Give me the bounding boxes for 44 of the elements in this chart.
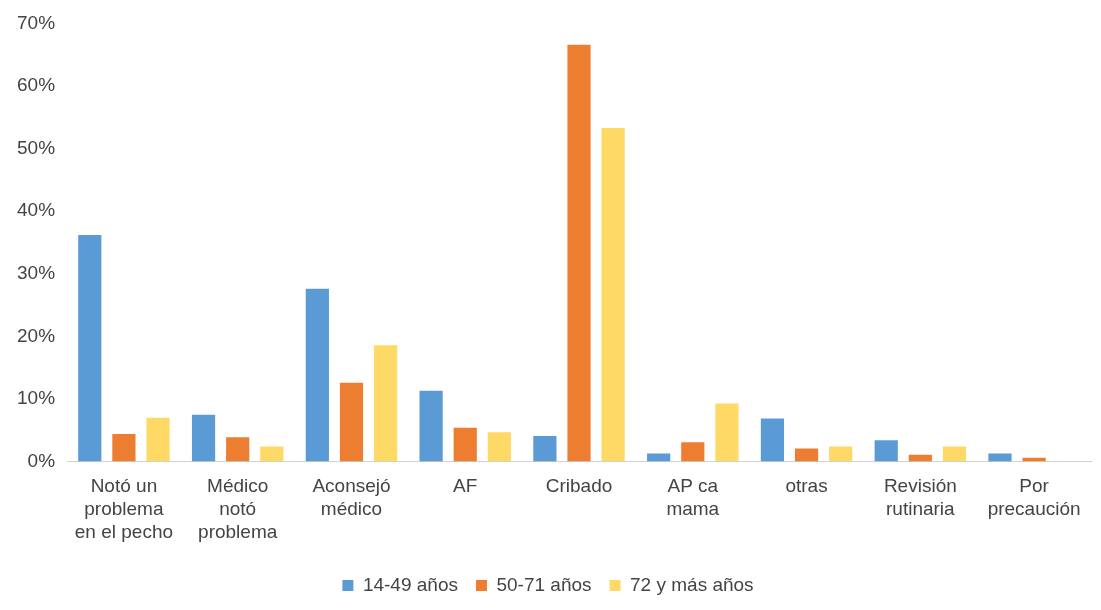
y-tick-label: 70% — [17, 11, 56, 33]
bar — [794, 448, 819, 462]
bar — [226, 437, 250, 462]
bar — [601, 127, 625, 462]
bar — [829, 446, 853, 462]
bar — [146, 417, 170, 462]
y-tick-label: 60% — [17, 74, 56, 96]
bar — [78, 234, 102, 462]
bar — [942, 446, 967, 462]
legend-label: 72 y más años — [630, 573, 754, 595]
bar — [715, 403, 739, 462]
y-tick-label: 10% — [17, 387, 56, 409]
x-tick-label: otras — [785, 475, 828, 497]
legend-label: 14-49 años — [362, 573, 458, 595]
x-tick-label: Por precaución — [987, 475, 1081, 520]
y-tick-label: 0% — [27, 449, 56, 471]
x-tick-label: AP ca mama — [666, 475, 720, 520]
bar — [373, 345, 398, 462]
x-tick-label: AF — [453, 475, 478, 497]
x-tick-label: Médico notó problema — [198, 475, 278, 542]
legend-label: 50-71 años — [496, 573, 592, 595]
bar — [260, 446, 284, 462]
x-tick-label: Aconsejó médico — [312, 475, 391, 520]
bar — [453, 427, 477, 462]
bar — [419, 390, 443, 462]
bar — [305, 288, 329, 462]
bar — [760, 418, 785, 462]
x-tick-label: Cribado — [545, 475, 613, 497]
y-tick-label: 50% — [17, 136, 56, 158]
bar — [681, 442, 705, 462]
bar — [487, 432, 511, 462]
x-tick-label: Revisión rutinaria — [883, 475, 957, 520]
bar — [874, 440, 898, 462]
bar — [988, 453, 1012, 462]
bar — [647, 453, 671, 462]
y-tick-label: 20% — [17, 324, 56, 346]
bar — [112, 434, 136, 462]
bar — [567, 44, 591, 462]
bar — [339, 382, 364, 462]
y-tick-label: 30% — [17, 262, 56, 284]
bar — [191, 414, 216, 462]
x-tick-label: Notó un problema en el pecho — [74, 475, 174, 542]
y-tick-label: 40% — [17, 199, 56, 221]
bar — [533, 435, 557, 462]
